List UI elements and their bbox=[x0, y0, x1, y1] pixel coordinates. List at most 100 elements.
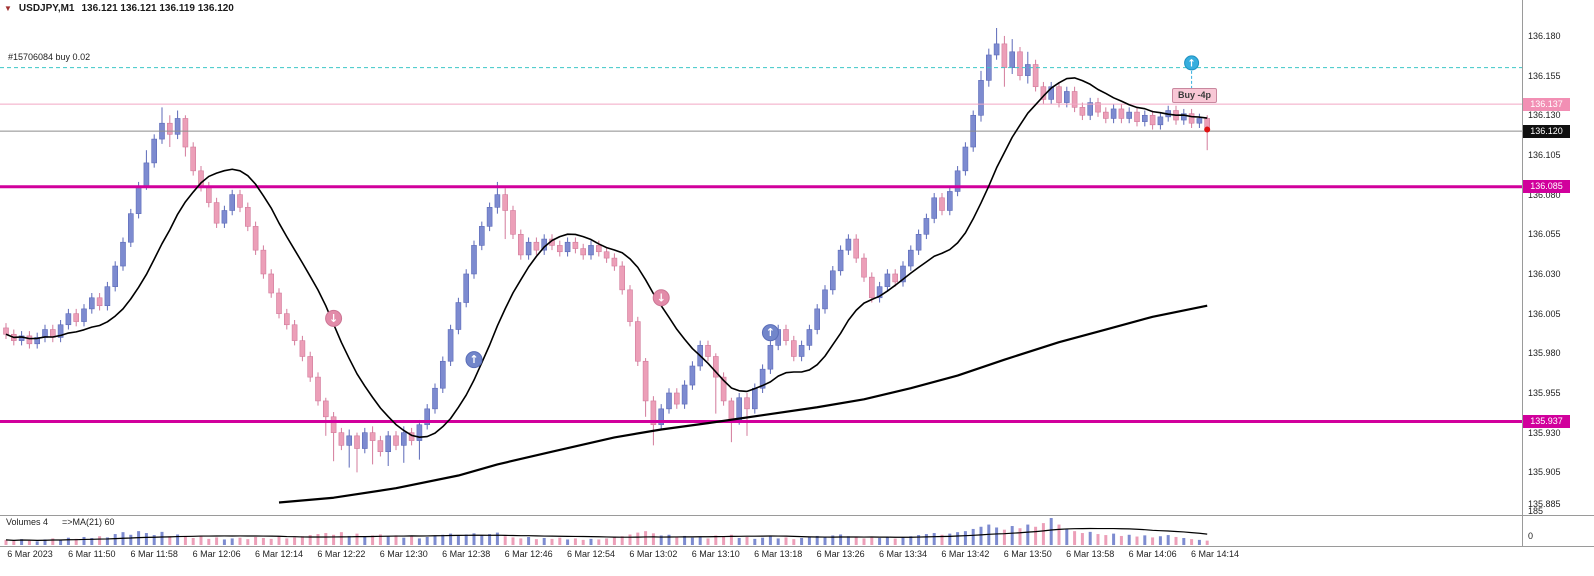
chart-header: ▼ USDJPY,M1 136.121 136.121 136.119 136.… bbox=[4, 3, 234, 14]
volume-bar bbox=[456, 535, 460, 545]
candle-body bbox=[806, 329, 813, 346]
candle-body bbox=[174, 118, 181, 135]
candle-body bbox=[385, 435, 392, 453]
entry-arrow-glyph: ↑ bbox=[1187, 58, 1195, 69]
y-axis-label: 136.130 bbox=[1528, 110, 1561, 121]
volume-bar bbox=[90, 537, 94, 545]
volume-bar bbox=[542, 537, 546, 545]
volume-bar bbox=[66, 537, 70, 545]
candle-body bbox=[439, 360, 446, 389]
volume-bar bbox=[105, 537, 109, 545]
volume-bar bbox=[1010, 526, 1014, 545]
candle-body bbox=[1110, 108, 1117, 119]
volume-bar bbox=[1041, 523, 1045, 545]
candle-body bbox=[252, 226, 259, 251]
sell-signal-icon[interactable] bbox=[652, 289, 670, 307]
candle-body bbox=[190, 146, 196, 172]
volume-bar bbox=[846, 536, 850, 545]
volume-bar bbox=[488, 534, 492, 545]
candle-body bbox=[915, 233, 922, 251]
volume-bar bbox=[948, 533, 952, 545]
candle-body bbox=[767, 345, 774, 370]
volume-bar bbox=[464, 534, 468, 545]
volume-axis-max: 185 bbox=[1528, 506, 1544, 516]
candle-body bbox=[237, 194, 243, 208]
volume-bar bbox=[612, 537, 616, 545]
candle-body bbox=[112, 265, 118, 287]
volume-bar bbox=[659, 535, 663, 545]
buy-signal-icon[interactable] bbox=[465, 351, 483, 369]
volume-bar bbox=[839, 534, 843, 545]
candle-body bbox=[1025, 64, 1031, 76]
candle-body bbox=[1095, 102, 1101, 113]
x-axis-label: 6 Mar 12:46 bbox=[504, 549, 553, 559]
volume-bar bbox=[160, 531, 164, 545]
volume-bar bbox=[995, 527, 999, 545]
volume-bar bbox=[300, 536, 304, 545]
volume-bar bbox=[324, 533, 328, 545]
volume-bar bbox=[27, 540, 31, 545]
candle-body bbox=[260, 249, 267, 275]
x-axis-label: 6 Mar 14:14 bbox=[1190, 549, 1240, 559]
volume-bar bbox=[425, 536, 429, 545]
candle-body bbox=[962, 146, 969, 172]
volume-bar bbox=[1197, 539, 1201, 545]
candle-body bbox=[884, 273, 891, 287]
candle-body bbox=[907, 249, 914, 267]
collapse-icon[interactable]: ▼ bbox=[4, 4, 12, 13]
volume-bar bbox=[207, 538, 211, 545]
volume-bar bbox=[1135, 536, 1139, 545]
candle-body bbox=[315, 376, 321, 402]
slow-ma-line[interactable] bbox=[278, 304, 1208, 504]
volume-bar bbox=[269, 538, 273, 545]
price-axis[interactable]: 185 0 136.180 136.155 136.130 136.105 136.08… bbox=[1522, 0, 1594, 547]
candle-body bbox=[1064, 91, 1070, 103]
volume-bar bbox=[917, 535, 921, 545]
volume-bar bbox=[441, 534, 445, 545]
candle-body bbox=[744, 397, 750, 410]
volume-bar bbox=[1088, 531, 1092, 545]
fast-ma-line[interactable] bbox=[5, 77, 1208, 438]
volume-bar bbox=[113, 534, 117, 545]
buy-entry-icon[interactable] bbox=[1184, 55, 1200, 71]
volume-bar bbox=[4, 539, 8, 545]
sell-signal-icon[interactable] bbox=[325, 309, 343, 327]
time-axis[interactable]: 6 Mar 2023 6 Mar 11:50 6 Mar 11:58 6 Mar 12… bbox=[0, 547, 1522, 576]
position-line-label[interactable]: #15706084 buy 0.02 bbox=[8, 52, 91, 62]
candle-body bbox=[790, 340, 797, 357]
volume-bar bbox=[191, 537, 195, 545]
candle-body bbox=[822, 289, 828, 310]
x-axis-label: 6 Mar 13:10 bbox=[691, 549, 740, 559]
volume-bar bbox=[495, 532, 499, 545]
buy-tooltip: Buy -4p bbox=[1172, 88, 1218, 103]
volume-bar bbox=[1057, 524, 1061, 545]
candle-body bbox=[642, 360, 649, 402]
candle-body bbox=[837, 249, 844, 272]
volume-bar bbox=[800, 537, 804, 545]
volume-bar bbox=[909, 536, 913, 545]
x-axis-label: 6 Mar 12:14 bbox=[254, 549, 304, 559]
y-axis-label: 136.080 bbox=[1528, 189, 1561, 200]
volume-bar bbox=[332, 534, 336, 545]
candle-body bbox=[1181, 113, 1187, 121]
volume-bar bbox=[722, 536, 726, 545]
volume-bar bbox=[417, 538, 421, 545]
candle-body bbox=[954, 170, 961, 192]
volume-bar bbox=[394, 535, 398, 545]
volume-bar bbox=[261, 537, 265, 545]
candle-body bbox=[471, 245, 477, 275]
candle-body bbox=[611, 257, 618, 267]
y-axis-label: 135.885 bbox=[1528, 499, 1561, 510]
volume-bar bbox=[737, 537, 741, 545]
candle-body bbox=[876, 286, 883, 299]
x-axis-label: 6 Mar 13:42 bbox=[941, 549, 990, 559]
volume-bar bbox=[215, 537, 219, 545]
candle-body bbox=[1048, 86, 1054, 100]
candle-body bbox=[478, 226, 485, 246]
buy-signal-icon[interactable] bbox=[761, 324, 779, 342]
candle-body bbox=[120, 241, 126, 267]
candle-body bbox=[338, 432, 345, 446]
candle-body bbox=[182, 118, 189, 148]
x-axis-label: 6 Mar 13:18 bbox=[754, 549, 803, 559]
